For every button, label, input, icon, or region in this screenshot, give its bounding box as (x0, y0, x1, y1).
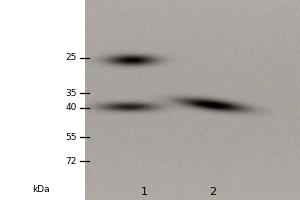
Text: 72: 72 (65, 156, 76, 166)
Text: 2: 2 (209, 187, 217, 197)
Text: 35: 35 (65, 88, 76, 98)
Text: kDa: kDa (32, 184, 49, 194)
Text: 25: 25 (65, 53, 76, 62)
Text: 40: 40 (65, 104, 76, 112)
Text: 55: 55 (65, 132, 76, 142)
Text: 1: 1 (140, 187, 148, 197)
